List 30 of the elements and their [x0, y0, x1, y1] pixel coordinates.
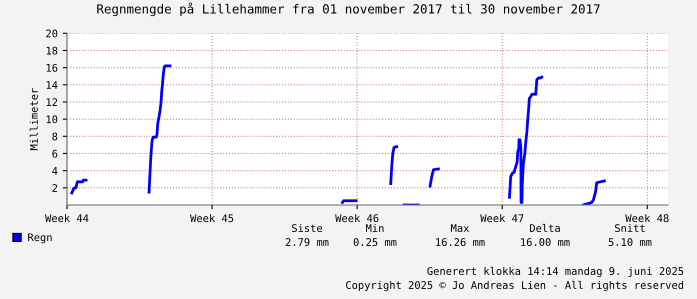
y-tick-label: 18 — [46, 46, 58, 55]
text: 2.79 mm — [286, 238, 328, 246]
y-tick-label: 2 — [52, 184, 58, 192]
x-tick-label: Week 46 — [335, 214, 378, 222]
y-tick-label: 20 — [46, 30, 58, 38]
text: Generert klokka 14:14 mandag 9. juni 2025 — [427, 266, 684, 278]
text: Delta — [530, 224, 560, 232]
y-tick-label: 12 — [46, 98, 58, 106]
text: 16.26 mm — [436, 238, 485, 246]
y-tick-label: 4 — [52, 167, 58, 175]
text: 16.00 mm — [521, 238, 570, 246]
text: Copyright 2025 © Jo Andreas Lien - All rights reserved — [346, 280, 684, 292]
y-tick-label: 16 — [46, 64, 58, 72]
y-tick-label: 10 — [46, 115, 58, 124]
y-tick-label: 6 — [52, 150, 58, 158]
x-tick-label: Week 47 — [480, 214, 524, 222]
y-tick-label: 8 — [52, 132, 58, 140]
text: 0.25 mm — [354, 238, 396, 246]
x-tick-label: Week 48 — [625, 214, 669, 222]
x-tick-label: Week 45 — [190, 214, 234, 222]
text: Min — [366, 224, 384, 232]
y-tick-label: 14 — [46, 81, 58, 89]
text: Snitt — [615, 224, 645, 232]
x-tick-label: Week 44 — [45, 214, 88, 222]
y-axis-title: Millimeter — [30, 88, 38, 150]
text: Siste — [292, 224, 322, 232]
text: 5.10 mm — [608, 238, 652, 246]
legend-label: Regn — [28, 233, 52, 244]
text: Max — [451, 224, 470, 232]
chart-title: Regnmengde på Lillehammer fra 01 november 2017 til 30 november 2017 — [97, 2, 600, 16]
